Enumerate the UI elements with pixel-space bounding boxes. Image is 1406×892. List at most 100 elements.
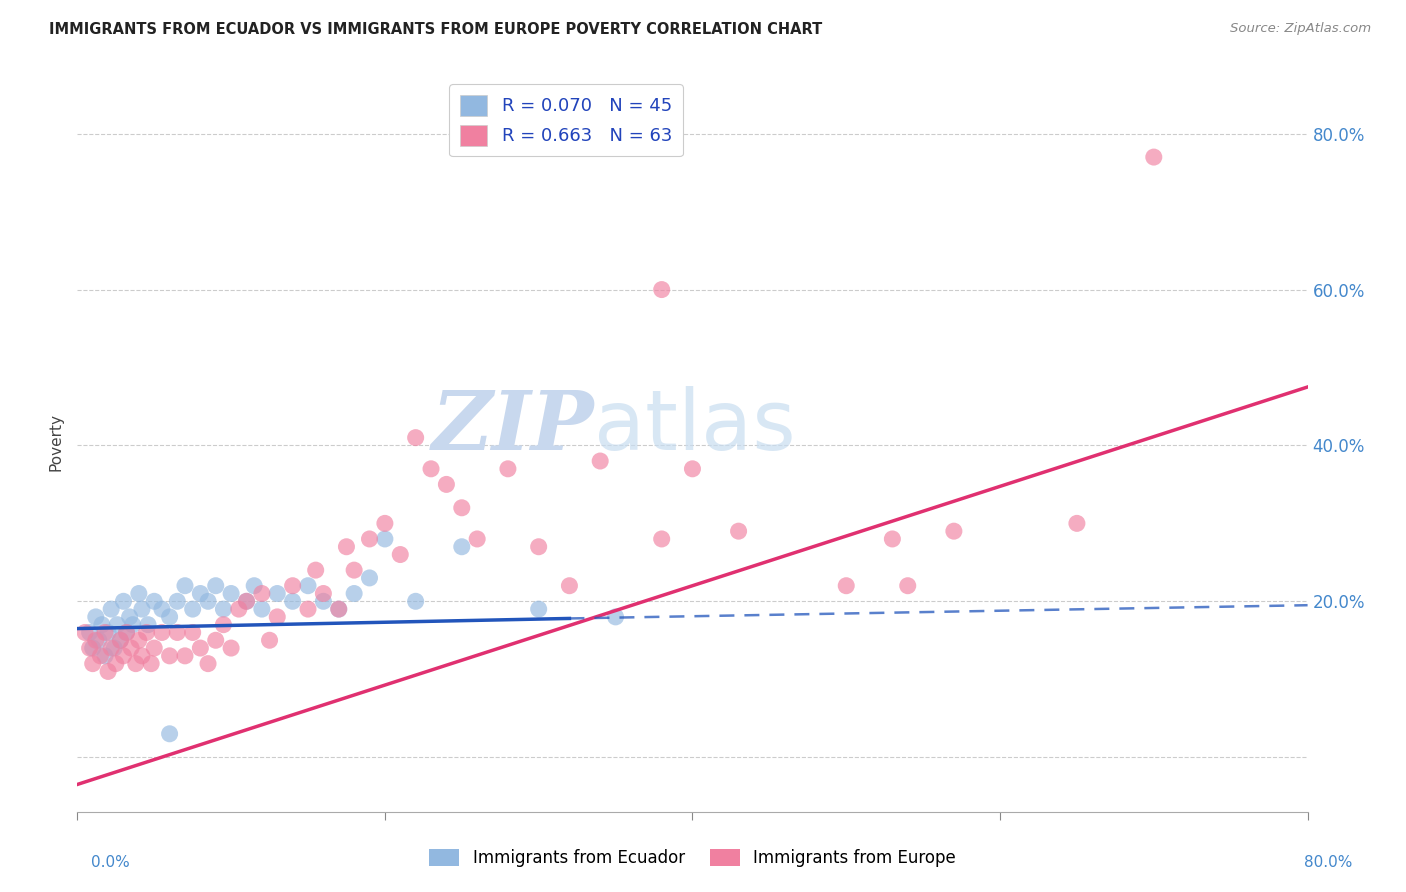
Point: [450, 500, 472, 515]
Point: [436, 477, 458, 491]
Point: [166, 594, 188, 608]
Point: [212, 602, 235, 616]
Point: [121, 617, 143, 632]
Text: Source: ZipAtlas.com: Source: ZipAtlas.com: [1230, 22, 1371, 36]
Point: [343, 586, 366, 600]
Point: [110, 633, 132, 648]
Point: [1143, 150, 1166, 164]
Point: [84, 610, 107, 624]
Point: [589, 454, 612, 468]
Point: [212, 617, 235, 632]
Point: [727, 524, 749, 538]
Point: [110, 633, 132, 648]
Point: [942, 524, 965, 538]
Text: 0.0%: 0.0%: [91, 855, 131, 870]
Point: [1066, 516, 1088, 531]
Point: [125, 657, 148, 671]
Point: [100, 641, 122, 656]
Point: [136, 617, 159, 632]
Point: [651, 532, 673, 546]
Point: [188, 586, 212, 600]
Point: [527, 602, 550, 616]
Point: [128, 633, 150, 648]
Point: [651, 283, 673, 297]
Point: [118, 610, 141, 624]
Point: [159, 610, 181, 624]
Point: [143, 594, 166, 608]
Point: [312, 586, 335, 600]
Point: [87, 633, 110, 648]
Point: [359, 532, 381, 546]
Point: [181, 625, 204, 640]
Point: [82, 657, 104, 671]
Point: [188, 641, 212, 656]
Point: [405, 431, 427, 445]
Point: [266, 610, 288, 624]
Point: [835, 579, 858, 593]
Point: [343, 563, 366, 577]
Point: [374, 532, 396, 546]
Point: [79, 641, 101, 656]
Point: [159, 727, 181, 741]
Point: [105, 617, 128, 632]
Point: [389, 548, 412, 562]
Point: [374, 516, 396, 531]
Point: [250, 586, 273, 600]
Point: [312, 594, 335, 608]
Point: [605, 610, 627, 624]
Point: [882, 532, 904, 546]
Point: [84, 633, 107, 648]
Point: [79, 625, 101, 640]
Point: [104, 657, 127, 671]
Point: [420, 462, 443, 476]
Point: [682, 462, 704, 476]
Point: [174, 648, 197, 663]
Point: [259, 633, 281, 648]
Point: [115, 625, 138, 640]
Point: [250, 602, 273, 616]
Point: [335, 540, 357, 554]
Point: [359, 571, 381, 585]
Point: [120, 641, 142, 656]
Point: [159, 648, 181, 663]
Point: [89, 648, 111, 663]
Point: [527, 540, 550, 554]
Point: [219, 586, 242, 600]
Text: atlas: atlas: [595, 386, 796, 467]
Point: [197, 594, 219, 608]
Point: [112, 648, 135, 663]
Y-axis label: Poverty: Poverty: [48, 412, 63, 471]
Point: [281, 594, 304, 608]
Point: [97, 625, 120, 640]
Legend: R = 0.070   N = 45, R = 0.663   N = 63: R = 0.070 N = 45, R = 0.663 N = 63: [450, 84, 683, 156]
Point: [496, 462, 519, 476]
Point: [450, 540, 472, 554]
Point: [150, 625, 173, 640]
Point: [235, 594, 257, 608]
Point: [297, 602, 319, 616]
Point: [235, 594, 257, 608]
Point: [243, 579, 266, 593]
Point: [150, 602, 173, 616]
Point: [166, 625, 188, 640]
Text: 80.0%: 80.0%: [1305, 855, 1353, 870]
Point: [228, 602, 250, 616]
Point: [281, 579, 304, 593]
Point: [174, 579, 197, 593]
Point: [219, 641, 242, 656]
Point: [405, 594, 427, 608]
Point: [141, 657, 163, 671]
Point: [115, 625, 138, 640]
Point: [94, 625, 117, 640]
Point: [94, 648, 117, 663]
Point: [135, 625, 157, 640]
Point: [143, 641, 166, 656]
Point: [112, 594, 135, 608]
Point: [73, 625, 96, 640]
Point: [131, 648, 153, 663]
Point: [128, 586, 150, 600]
Point: [181, 602, 204, 616]
Point: [131, 602, 153, 616]
Point: [204, 579, 226, 593]
Point: [897, 579, 920, 593]
